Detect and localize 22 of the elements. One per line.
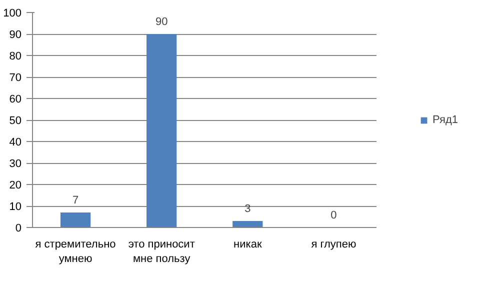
- y-tick-label: 20: [9, 180, 22, 192]
- y-tick-label: 30: [9, 158, 22, 170]
- x-tick-label: это приносит мне пользу: [128, 238, 195, 265]
- y-tick-label: 40: [9, 136, 22, 148]
- y-tick-label: 90: [9, 29, 22, 41]
- x-tick-label: я глупею: [311, 238, 356, 250]
- y-tick-label: 80: [9, 50, 22, 62]
- y-tick-label: 100: [3, 8, 22, 20]
- y-tick-label: 0: [15, 222, 22, 234]
- data-label: 7: [72, 194, 79, 206]
- data-label: 90: [155, 16, 168, 28]
- bar: [232, 221, 263, 228]
- y-tick-label: 70: [9, 72, 22, 84]
- y-tick-label: 60: [9, 94, 22, 106]
- y-tick-label: 10: [9, 201, 22, 213]
- x-tick-label: никак: [234, 238, 262, 250]
- x-tick-label: я стремительно умнею: [35, 238, 116, 265]
- bar: [146, 34, 177, 228]
- bar: [60, 212, 91, 228]
- y-tick-label: 50: [9, 115, 22, 127]
- legend-label: Ряд1: [432, 114, 458, 126]
- data-label: 0: [330, 210, 337, 222]
